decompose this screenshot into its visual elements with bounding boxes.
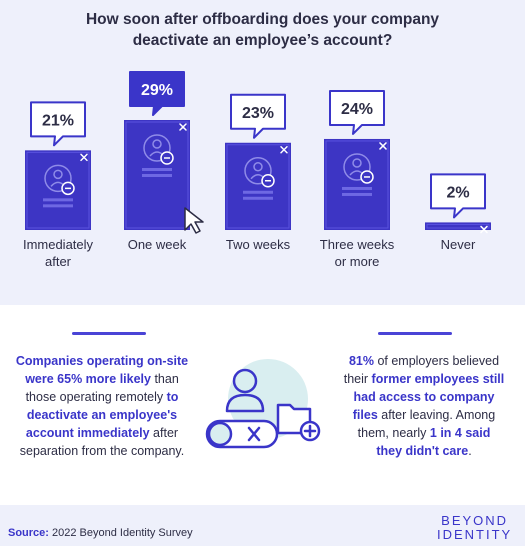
user-icon xyxy=(143,134,171,162)
left-text-7: account immediately xyxy=(25,426,150,440)
left-text-2: were 65% more likely xyxy=(25,372,151,386)
category-label-line: Three weeks xyxy=(319,237,395,252)
left-text-9: separation from the company. xyxy=(19,444,185,458)
data-label: 2% xyxy=(446,184,469,201)
right-divider xyxy=(378,332,452,335)
close-icon xyxy=(379,142,387,150)
left-text-6: deactivate an employee's xyxy=(26,408,178,422)
right-text-7: after leaving. Among xyxy=(377,408,496,422)
source-label: Source: xyxy=(8,527,49,539)
bar xyxy=(324,138,390,230)
data-label-bubble xyxy=(430,173,486,219)
bar-inner-border xyxy=(26,151,90,229)
right-text-1: 81% xyxy=(348,354,374,368)
data-label: 24% xyxy=(341,101,373,118)
chart-title: How soon after offboarding does your com… xyxy=(0,9,525,51)
placeholder-line xyxy=(342,186,372,190)
close-icon xyxy=(179,123,187,131)
data-label-bubble xyxy=(129,71,185,116)
right-text-3: their xyxy=(343,372,372,386)
user-icon-head xyxy=(53,169,63,180)
category-label: One week xyxy=(107,236,207,253)
placeholder-line xyxy=(342,192,372,196)
data-label-bubble xyxy=(329,89,385,135)
beyond-identity-logo: BEYOND IDENTITY xyxy=(437,514,512,542)
bar-group: 24% xyxy=(324,89,390,230)
close-icon xyxy=(280,146,288,154)
right-text-9: 1 in 4 said xyxy=(429,426,491,440)
right-text-8: them, nearly xyxy=(357,426,430,440)
left-text-8: after xyxy=(149,426,179,440)
user-icon-head xyxy=(352,158,362,168)
category-label: Two weeks xyxy=(208,236,308,253)
category-label-line: Two weeks xyxy=(225,237,291,252)
logo-line-1: BEYOND xyxy=(441,513,509,528)
user-icon xyxy=(244,157,272,185)
user-icon xyxy=(44,164,72,193)
bar-group: 23% xyxy=(225,93,291,230)
category-label: Three weeks or more xyxy=(307,236,407,270)
cursor-icon xyxy=(184,207,204,234)
bar-group: 21% xyxy=(25,101,91,230)
data-label: 23% xyxy=(242,105,274,122)
bar xyxy=(225,142,291,230)
category-label-line: Never xyxy=(440,237,476,252)
bar-group: 29% xyxy=(124,71,190,230)
placeholder-line xyxy=(43,198,73,202)
bar xyxy=(25,150,91,230)
bar-inner-border xyxy=(125,121,189,229)
placeholder-line xyxy=(243,196,273,200)
category-label-line: or more xyxy=(334,254,380,269)
bar-inner-border xyxy=(325,140,389,229)
source-note: Source: 2022 Beyond Identity Survey xyxy=(8,527,193,539)
category-label-line: One week xyxy=(127,237,187,252)
center-illustration xyxy=(205,359,321,449)
logo-line-2: IDENTITY xyxy=(437,527,513,542)
right-text-11: . xyxy=(468,444,472,458)
close-icon xyxy=(480,225,488,234)
category-label: Immediately after xyxy=(8,236,108,270)
user-icon xyxy=(225,368,265,413)
right-text-6: files xyxy=(352,408,378,422)
chart-title-line-1: How soon after offboarding does your com… xyxy=(85,11,440,28)
data-label: 21% xyxy=(42,112,74,129)
folder-add-icon xyxy=(276,403,321,442)
user-icon-head xyxy=(152,139,162,149)
left-text-4: those operating remotely xyxy=(25,390,167,404)
right-text-2: of employers believed xyxy=(373,354,500,368)
category-label: Never xyxy=(408,236,508,253)
user-icon xyxy=(343,153,371,181)
close-icon xyxy=(80,153,88,162)
placeholder-line xyxy=(142,174,172,177)
user-icon-head xyxy=(253,162,263,172)
right-text-10: they didn't care xyxy=(376,444,469,458)
disabled-toggle-icon xyxy=(205,419,279,449)
left-text-5: to xyxy=(166,390,179,404)
data-label-bubble xyxy=(230,93,286,139)
category-label-line: Immediately xyxy=(22,237,94,252)
left-text-1: Companies operating on-site xyxy=(15,354,189,368)
bar-chart: 21% 29% 23% 24% 2% xyxy=(25,71,491,234)
bar-inner-border xyxy=(226,144,290,229)
chart-title-line-2: deactivate an employee’s account? xyxy=(132,32,393,49)
right-stat-paragraph: 81% of employers believed their former e… xyxy=(328,352,520,460)
placeholder-line xyxy=(142,168,172,171)
category-label-line: after xyxy=(44,254,71,269)
data-label-bubble xyxy=(30,101,86,147)
placeholder-line xyxy=(43,204,73,208)
right-text-5: had access to company xyxy=(353,390,495,404)
left-divider xyxy=(72,332,146,335)
bar-inner-border xyxy=(426,223,490,229)
bar xyxy=(425,222,491,230)
left-stat-paragraph: Companies operating on-site were 65% mor… xyxy=(8,352,196,460)
left-text-3: than xyxy=(150,372,179,386)
right-text-4: former employees still xyxy=(371,372,505,386)
footer-band xyxy=(0,505,525,546)
data-label: 29% xyxy=(141,82,173,99)
placeholder-line xyxy=(243,190,273,194)
source-text: 2022 Beyond Identity Survey xyxy=(48,527,193,539)
bar-group: 2% xyxy=(425,173,491,234)
